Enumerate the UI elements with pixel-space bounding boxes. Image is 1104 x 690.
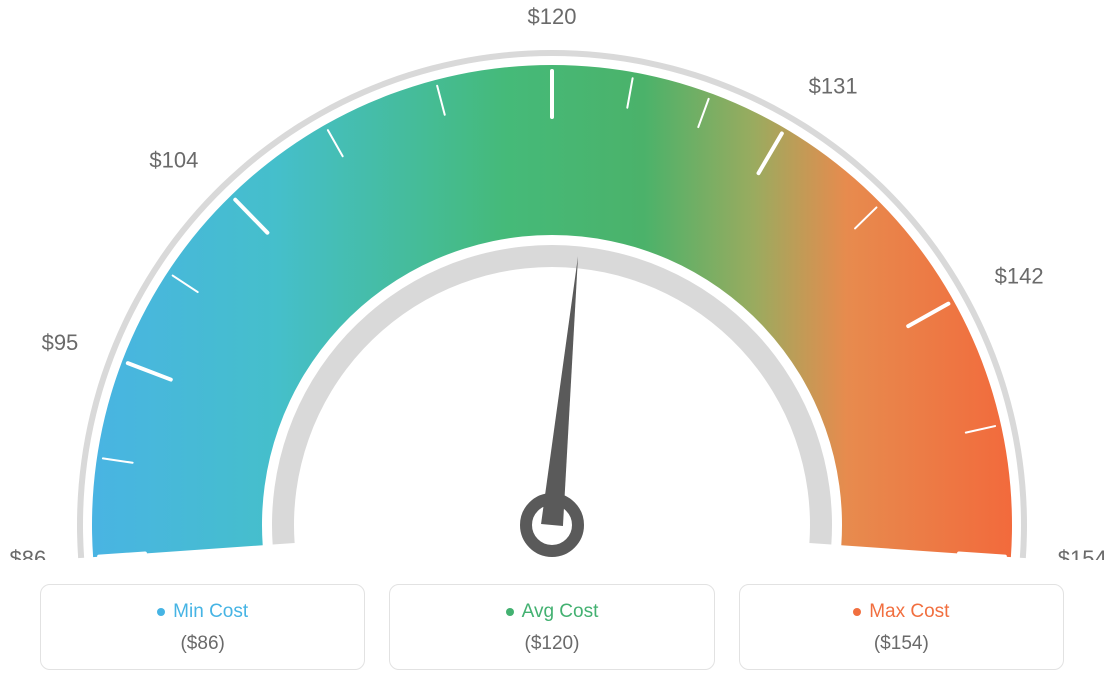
svg-text:$142: $142 [995, 264, 1044, 289]
dot-icon [157, 608, 165, 616]
legend-min-label: Min Cost [173, 601, 248, 623]
svg-text:$120: $120 [528, 4, 577, 29]
dot-icon [506, 608, 514, 616]
legend-row: Min Cost ($86) Avg Cost ($120) Max Cost … [40, 584, 1064, 670]
svg-text:$154: $154 [1058, 546, 1104, 560]
dot-icon [853, 608, 861, 616]
legend-avg-value: ($120) [400, 633, 703, 655]
legend-avg-label-line: Avg Cost [506, 601, 599, 623]
gauge-chart-container: { "gauge": { "type": "gauge", "cx": 552,… [0, 0, 1104, 690]
legend-max-label-line: Max Cost [853, 601, 949, 623]
legend-avg-label: Avg Cost [522, 601, 599, 623]
legend-max-value: ($154) [750, 633, 1053, 655]
legend-card-min: Min Cost ($86) [40, 584, 365, 670]
svg-text:$95: $95 [42, 330, 79, 355]
legend-min-label-line: Min Cost [157, 601, 248, 623]
svg-text:$131: $131 [809, 74, 858, 99]
legend-max-label: Max Cost [869, 601, 949, 623]
gauge: $86 $95 $104 $120 $131 $142 $154 [0, 0, 1104, 560]
legend-card-max: Max Cost ($154) [739, 584, 1064, 670]
legend-min-value: ($86) [51, 633, 354, 655]
svg-text:$104: $104 [149, 148, 198, 173]
legend-card-avg: Avg Cost ($120) [389, 584, 714, 670]
svg-text:$86: $86 [10, 546, 47, 560]
